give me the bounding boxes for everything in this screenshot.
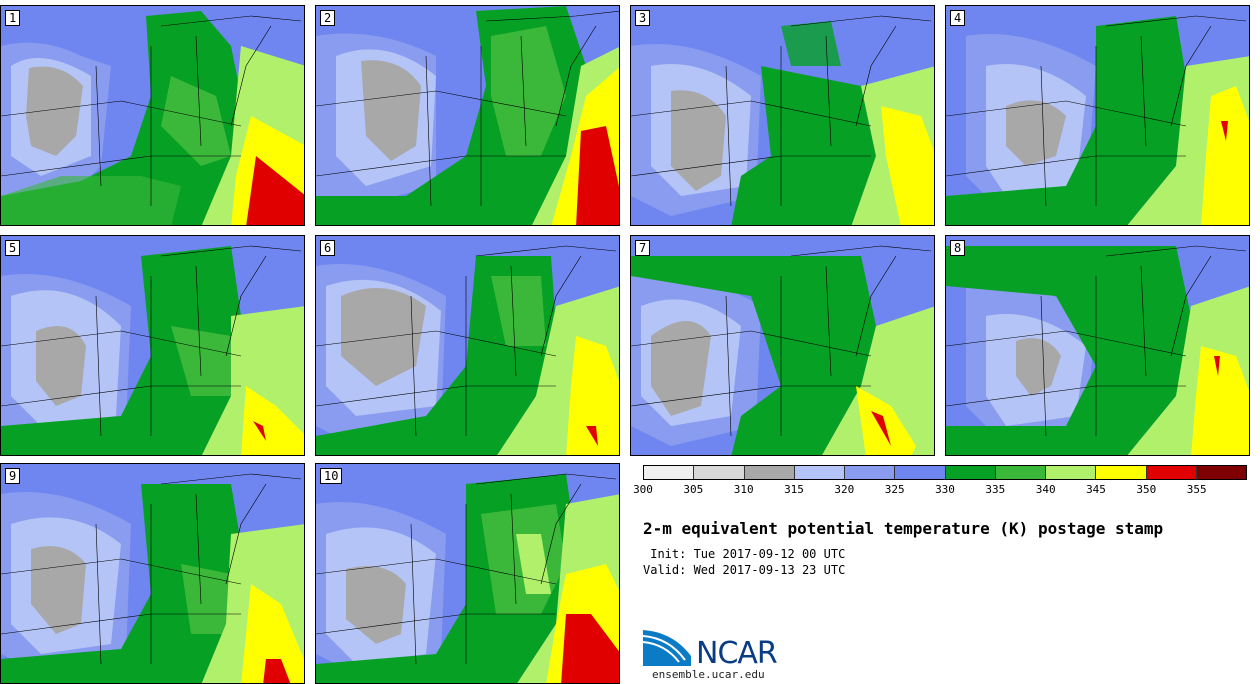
member-label: 4 [950, 10, 966, 26]
colorbar-segment [794, 466, 845, 479]
colorbar-tick-label: 300 [633, 483, 653, 496]
member-panel-2: 2 [315, 5, 620, 226]
colorbar-segment [1046, 466, 1097, 479]
colorbar-tick-label: 335 [985, 483, 1006, 496]
member-label: 1 [5, 10, 21, 26]
map-member-7 [631, 236, 934, 455]
member-label: 3 [635, 10, 651, 26]
map-member-1 [1, 6, 304, 225]
map-member-10 [316, 464, 619, 683]
member-panel-10: 10 [315, 463, 620, 684]
map-member-6 [316, 236, 619, 455]
member-label: 7 [635, 240, 651, 256]
member-panel-3: 3 [630, 5, 935, 226]
colorbar-tick-label: 350 [1136, 483, 1157, 496]
colorbar-segment [1196, 466, 1246, 479]
member-panel-6: 6 [315, 235, 620, 456]
map-member-2 [316, 6, 619, 225]
colorbar-tick-label: 320 [834, 483, 855, 496]
member-panel-8: 8 [945, 235, 1250, 456]
plot-title: 2-m equivalent potential temperature (K)… [643, 519, 1164, 538]
member-panel-1: 1 [0, 5, 305, 226]
member-label: 6 [320, 240, 336, 256]
map-member-3 [631, 6, 934, 225]
member-panel-7: 7 [630, 235, 935, 456]
site-url: ensemble.ucar.edu [652, 668, 765, 681]
colorbar-tick-label: 355 [1186, 483, 1207, 496]
colorbar-segment [845, 466, 896, 479]
colorbar-tick-label: 315 [784, 483, 804, 496]
colorbar-tick-label: 325 [884, 483, 905, 496]
colorbar-tick-label: 305 [683, 483, 704, 496]
colorbar-segment [694, 466, 745, 479]
member-label: 10 [320, 468, 343, 484]
colorbar-segment [1146, 466, 1197, 479]
valid-time: Valid: Wed 2017-09-13 23 UTC [643, 563, 846, 577]
colorbar-segment [644, 466, 695, 479]
member-panel-9: 9 [0, 463, 305, 684]
colorbar-tick-label: 345 [1086, 483, 1106, 496]
map-member-5 [1, 236, 304, 455]
colorbar-tick-label: 310 [733, 483, 754, 496]
map-member-9 [1, 464, 304, 683]
ncar-logo-icon [643, 630, 691, 666]
member-label: 9 [5, 468, 21, 484]
colorbar-tick-label: 340 [1035, 483, 1056, 496]
member-panel-4: 4 [945, 5, 1250, 226]
init-time: Init: Tue 2017-09-12 00 UTC [643, 547, 846, 561]
member-label: 2 [320, 10, 336, 26]
map-member-8 [946, 236, 1249, 455]
colorbar [643, 465, 1247, 480]
ncar-wordmark: NCAR [696, 636, 778, 671]
colorbar-segment [895, 466, 946, 479]
colorbar-segment [995, 466, 1046, 479]
colorbar-segment [744, 466, 795, 479]
colorbar-tick-label: 330 [935, 483, 955, 496]
member-label: 8 [950, 240, 966, 256]
member-label: 5 [5, 240, 21, 256]
colorbar-segment [945, 466, 996, 479]
member-panel-5: 5 [0, 235, 305, 456]
colorbar-segment [1096, 466, 1147, 479]
map-member-4 [946, 6, 1249, 225]
